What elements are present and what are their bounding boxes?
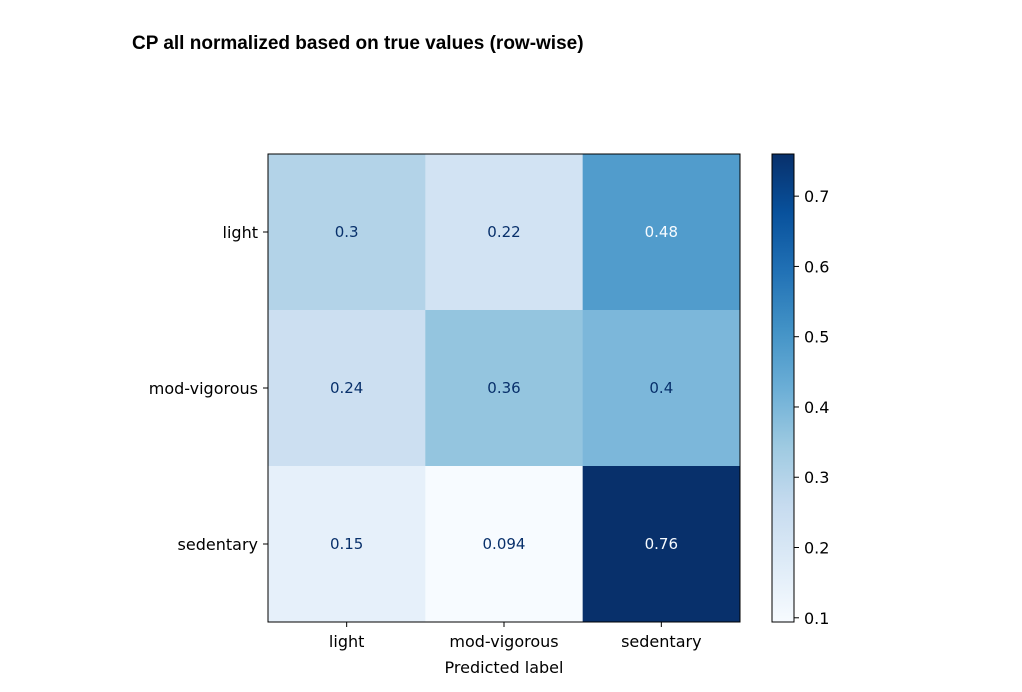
cell-value-label: 0.36 — [487, 379, 520, 397]
colorbar-tick-label: 0.3 — [804, 468, 829, 487]
cell-value-label: 0.4 — [649, 379, 673, 397]
colorbar-tick-label: 0.4 — [804, 398, 829, 417]
heatmap-cells — [268, 154, 741, 623]
y-tick-label: mod-vigorous — [149, 379, 258, 398]
heatmap-cell-mod-vigorous-mod-vigorous — [425, 310, 584, 467]
y-tick-label: light — [223, 223, 258, 242]
cell-value-label: 0.3 — [335, 223, 359, 241]
colorbar-tick-label: 0.7 — [804, 187, 829, 206]
heatmap-cell-light-light — [268, 154, 426, 311]
cell-value-label: 0.48 — [645, 223, 678, 241]
colorbar-tick-label: 0.2 — [804, 539, 829, 558]
colorbar-tick-label: 0.1 — [804, 609, 829, 628]
cell-value-label: 0.22 — [487, 223, 520, 241]
colorbar — [771, 153, 795, 623]
cell-value-label: 0.15 — [330, 535, 363, 553]
colorbar-tick-label: 0.5 — [804, 328, 829, 347]
heatmap-cell-mod-vigorous-sedentary — [582, 310, 741, 467]
x-tick-label: sedentary — [621, 632, 701, 651]
x-tick-label: light — [329, 632, 364, 651]
x-tick-label: mod-vigorous — [449, 632, 558, 651]
y-tick-label: sedentary — [178, 535, 258, 554]
heatmap-cell-sedentary-light — [268, 466, 426, 623]
colorbar-axis: 0.1 0.2 0.3 0.4 0.5 0.6 0.7 — [794, 187, 829, 628]
x-axis-label: Predicted label — [445, 658, 564, 677]
x-axis: light mod-vigorous sedentary — [329, 622, 702, 651]
heatmap-cell-light-sedentary — [582, 154, 741, 311]
cell-value-label: 0.24 — [330, 379, 363, 397]
heatmap-cell-sedentary-mod-vigorous — [425, 466, 584, 623]
heatmap-cell-sedentary-sedentary — [582, 466, 741, 623]
colorbar-tick-label: 0.6 — [804, 257, 829, 276]
heatmap-value-labels: 0.3 0.22 0.48 0.24 0.36 0.4 0.15 0.094 0.76 — [330, 223, 678, 553]
heatmap-cell-mod-vigorous-light — [268, 310, 426, 467]
heatmap-cell-light-mod-vigorous — [425, 154, 584, 311]
page-title: CP all normalized based on true values (… — [132, 33, 584, 54]
y-axis: light mod-vigorous sedentary — [149, 223, 268, 554]
cell-value-label: 0.76 — [645, 535, 678, 553]
cell-value-label: 0.094 — [483, 535, 526, 553]
